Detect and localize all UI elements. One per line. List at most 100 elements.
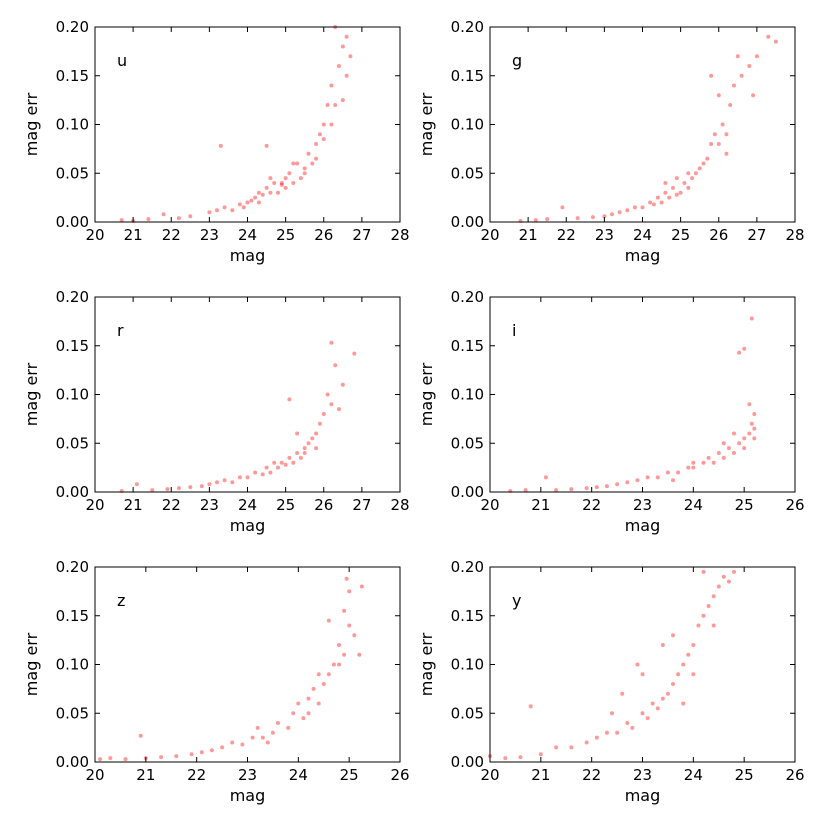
data-point (218, 143, 223, 148)
data-point (344, 73, 349, 78)
data-point (260, 735, 265, 740)
data-point (671, 682, 675, 686)
x-tick-label: 21 (136, 766, 155, 784)
y-tick-label: 0.20 (56, 558, 89, 576)
data-point (222, 478, 227, 483)
x-tick-label: 24 (684, 766, 703, 784)
data-point (635, 478, 640, 483)
data-point (176, 216, 181, 221)
data-point (321, 137, 326, 142)
data-point (237, 202, 242, 207)
data-point (340, 382, 345, 387)
data-point (503, 756, 508, 761)
x-axis-label: mag (625, 786, 661, 805)
data-point (176, 486, 181, 491)
data-point (352, 351, 357, 356)
y-tick-label: 0.15 (451, 337, 484, 355)
x-tick-label: 25 (671, 226, 690, 244)
x-tick-label: 27 (747, 226, 766, 244)
data-point (314, 156, 319, 161)
x-tick-label: 22 (582, 766, 601, 784)
x-tick-label: 22 (162, 496, 181, 514)
data-point (604, 730, 609, 735)
data-point (215, 480, 219, 485)
y-tick-label: 0.20 (56, 288, 89, 306)
y-tick-label: 0.05 (56, 164, 89, 182)
data-point (325, 103, 330, 107)
data-point (337, 407, 341, 412)
data-point (554, 488, 559, 493)
y-tick-label: 0.05 (451, 434, 484, 452)
data-point (726, 446, 731, 451)
data-point (575, 216, 580, 221)
data-point (655, 475, 660, 480)
data-point (674, 192, 679, 197)
data-point (604, 484, 609, 489)
data-point (742, 436, 747, 441)
y-axis-label: mag err (22, 362, 41, 426)
data-point (357, 652, 362, 657)
data-point (701, 569, 706, 574)
y-tick-label: 0.05 (56, 704, 89, 722)
data-point (268, 176, 273, 181)
data-point (283, 176, 288, 181)
x-tick-label: 26 (390, 766, 409, 784)
x-tick-label: 27 (352, 496, 371, 514)
data-point (209, 748, 214, 753)
data-point (716, 584, 721, 589)
y-axis-label: mag err (417, 362, 436, 426)
data-point (660, 696, 665, 701)
data-point (747, 431, 752, 436)
data-point (159, 755, 164, 760)
x-tick-label: 23 (633, 766, 652, 784)
data-point (287, 455, 292, 460)
plot-frame (94, 296, 401, 493)
data-point (302, 446, 307, 451)
x-tick-label: 21 (124, 496, 143, 514)
data-point (650, 701, 655, 706)
data-point (283, 185, 288, 190)
x-tick-label: 26 (785, 766, 804, 784)
data-point (632, 205, 637, 210)
data-point (735, 54, 740, 59)
data-point (659, 200, 664, 205)
data-point (222, 205, 227, 210)
data-point (721, 441, 726, 446)
data-point (310, 436, 315, 441)
data-point (329, 83, 334, 88)
data-point (329, 122, 334, 127)
x-tick-label: 24 (238, 226, 257, 244)
data-point (207, 210, 212, 215)
data-point (249, 198, 254, 203)
data-point (655, 195, 660, 200)
y-tick-label: 0.10 (56, 386, 89, 404)
x-tick-label: 24 (238, 496, 257, 514)
data-point (230, 480, 235, 485)
x-tick-label: 20 (85, 766, 104, 784)
panel-r: 20 21 22 23 24 25 26 27 28 0.00 0.05 0.10 0.15 0.20 ma… (22, 288, 410, 535)
data-point (711, 623, 716, 628)
x-tick-label: 28 (785, 226, 804, 244)
data-point (215, 208, 219, 213)
y-axis-label: mag err (417, 632, 436, 696)
x-tick-label: 26 (785, 496, 804, 514)
panel-u: 20 21 22 23 24 25 26 27 28 0.00 0.05 0.10 0.15 0.20 ma… (22, 18, 410, 265)
data-point (311, 686, 316, 691)
data-point (752, 426, 757, 431)
data-point (610, 212, 614, 217)
x-tick-label: 27 (352, 226, 371, 244)
y-tick-label: 0.15 (56, 67, 89, 85)
data-point (667, 195, 672, 200)
data-point (276, 721, 280, 725)
data-point (265, 740, 270, 745)
x-tick-label: 23 (595, 226, 614, 244)
data-point (721, 455, 726, 460)
data-point (721, 574, 726, 579)
data-point (199, 750, 204, 755)
data-point (245, 475, 250, 480)
data-point (682, 181, 687, 185)
y-tick-label: 0.00 (451, 483, 484, 501)
data-point (108, 756, 113, 761)
x-tick-label: 20 (85, 496, 104, 514)
data-point (630, 725, 635, 730)
